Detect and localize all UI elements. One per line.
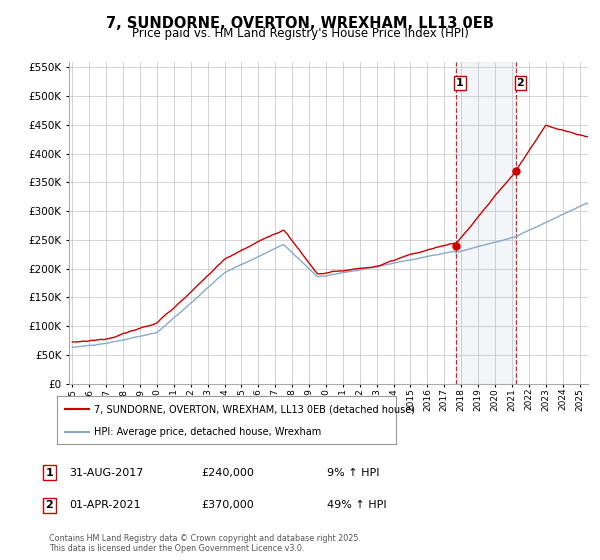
Text: 7, SUNDORNE, OVERTON, WREXHAM, LL13 0EB: 7, SUNDORNE, OVERTON, WREXHAM, LL13 0EB (106, 16, 494, 31)
Text: 9% ↑ HPI: 9% ↑ HPI (327, 468, 380, 478)
Text: Contains HM Land Registry data © Crown copyright and database right 2025.
This d: Contains HM Land Registry data © Crown c… (49, 534, 361, 553)
Text: 2: 2 (517, 77, 524, 87)
Text: £240,000: £240,000 (201, 468, 254, 478)
Text: 31-AUG-2017: 31-AUG-2017 (69, 468, 143, 478)
Text: Price paid vs. HM Land Registry's House Price Index (HPI): Price paid vs. HM Land Registry's House … (131, 27, 469, 40)
Bar (455, 62, 516, 384)
Text: 1: 1 (46, 468, 53, 478)
Text: 01-APR-2021: 01-APR-2021 (69, 500, 140, 510)
Text: 7, SUNDORNE, OVERTON, WREXHAM, LL13 0EB (detached house): 7, SUNDORNE, OVERTON, WREXHAM, LL13 0EB … (94, 404, 415, 414)
Text: 2: 2 (46, 500, 53, 510)
Text: 1: 1 (456, 77, 464, 87)
Text: 49% ↑ HPI: 49% ↑ HPI (327, 500, 386, 510)
Text: £370,000: £370,000 (201, 500, 254, 510)
Text: HPI: Average price, detached house, Wrexham: HPI: Average price, detached house, Wrex… (94, 427, 322, 437)
